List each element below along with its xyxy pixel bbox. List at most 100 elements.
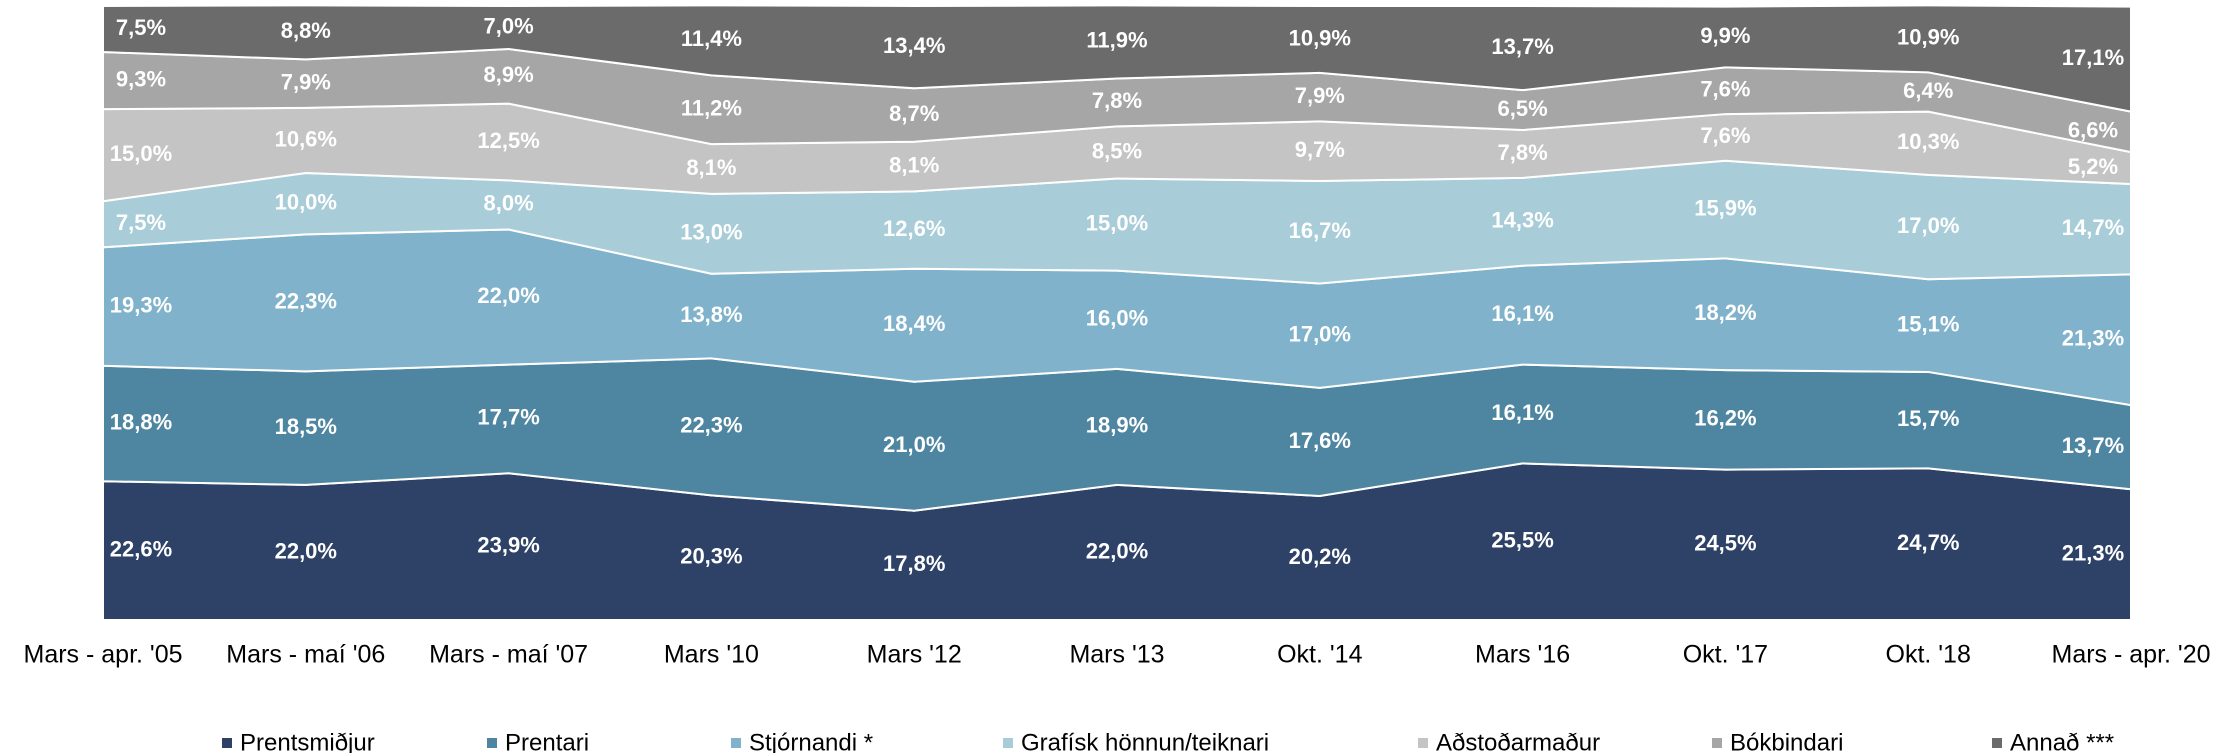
data-label: 8,5% [1092,138,1142,163]
data-label: 10,0% [275,190,337,215]
data-label: 8,7% [889,101,939,126]
data-label: 18,2% [1694,300,1756,325]
data-label: 16,1% [1491,400,1553,425]
data-label: 6,5% [1498,96,1548,121]
data-label: 8,9% [484,62,534,87]
data-label: 18,4% [883,311,945,336]
data-label: 20,3% [680,543,742,568]
data-label: 20,2% [1289,544,1351,569]
data-label: 22,0% [275,538,337,563]
data-label: 13,7% [2062,433,2124,458]
data-label: 9,9% [1700,23,1750,48]
data-label: 18,9% [1086,413,1148,438]
data-label: 18,5% [275,414,337,439]
x-tick-label: Mars - maí '06 [226,641,385,669]
x-tick-label: Okt. '17 [1683,641,1768,669]
legend-label: Stjórnandi * [749,729,873,753]
x-tick-label: Mars '13 [1069,641,1164,669]
data-label: 16,0% [1086,306,1148,331]
data-label: 14,7% [2062,215,2124,240]
data-label: 17,0% [1289,322,1351,347]
data-label: 11,2% [681,96,742,121]
x-tick-label: Mars - apr. '20 [2052,641,2211,669]
x-tick-label: Okt. '14 [1277,641,1362,669]
x-tick-label: Mars '12 [867,641,962,669]
legend-label: Aðstoðarmaður [1436,729,1600,753]
data-label: 22,0% [1086,538,1148,563]
data-label: 22,6% [110,536,172,561]
data-label: 17,8% [883,551,945,576]
data-label: 10,9% [1897,25,1959,50]
data-label: 13,7% [1491,34,1553,59]
data-label: 7,0% [484,13,534,38]
data-label: 25,5% [1491,528,1553,553]
data-label: 7,8% [1092,88,1142,113]
data-label: 17,1% [2062,45,2124,70]
data-label: 15,0% [1086,210,1148,235]
data-label: 17,7% [477,405,539,430]
data-label: 24,5% [1694,531,1756,556]
data-label: 16,2% [1694,406,1756,431]
data-label: 18,8% [110,409,172,434]
data-label: 7,6% [1700,77,1750,102]
x-tick-label: Mars '16 [1475,641,1570,669]
legend-label: Bókbindari [1730,729,1843,753]
x-tick-label: Mars - apr. '05 [24,641,183,669]
data-label: 8,8% [281,18,331,43]
data-label: 8,0% [484,191,534,216]
data-label: 16,1% [1491,301,1553,326]
data-label: 13,0% [680,220,742,245]
data-label: 10,9% [1289,25,1351,50]
data-label: 13,8% [680,302,742,327]
legend-label: Prentari [505,729,589,753]
legend-swatch [1712,738,1722,748]
legend-label: Annað *** [2010,729,2114,753]
data-label: 21,3% [2062,326,2124,351]
legend-swatch [1418,738,1428,748]
legend-label: Grafísk hönnun/teiknari [1021,729,1269,753]
data-label: 23,9% [477,532,539,557]
data-label: 21,0% [883,432,945,457]
legend-swatch [1003,738,1013,748]
data-label: 16,7% [1289,218,1351,243]
data-label: 21,3% [2062,540,2124,565]
data-label: 13,4% [883,33,945,58]
data-label: 15,1% [1897,311,1959,336]
legend-swatch [731,738,741,748]
data-label: 15,9% [1694,195,1756,220]
data-label: 22,0% [477,283,539,308]
data-label: 7,8% [1498,140,1548,165]
legend-label: Prentsmiðjur [240,729,375,753]
data-label: 8,1% [889,152,939,177]
data-label: 8,1% [686,155,736,180]
data-label: 15,7% [1897,406,1959,431]
data-label: 6,4% [1903,78,1953,103]
x-tick-label: Mars '10 [664,641,759,669]
data-label: 5,2% [2068,154,2118,179]
data-label: 6,6% [2068,118,2118,143]
data-label: 14,3% [1491,208,1553,233]
data-label: 10,3% [1897,129,1959,154]
data-label: 7,6% [1700,123,1750,148]
data-label: 15,0% [110,141,172,166]
legend-swatch [487,738,497,748]
x-tick-label: Mars - maí '07 [429,641,588,669]
data-label: 11,4% [681,26,742,51]
data-label: 9,7% [1295,137,1345,162]
x-tick-label: Okt. '18 [1886,641,1971,669]
data-label: 7,9% [281,69,331,94]
data-label: 17,0% [1897,213,1959,238]
data-label: 7,5% [116,15,166,40]
data-label: 12,6% [883,216,945,241]
data-label: 7,5% [116,210,166,235]
data-label: 9,3% [116,66,166,91]
data-label: 22,3% [275,289,337,314]
area [102,4,2132,113]
legend-swatch [1992,738,2002,748]
data-label: 24,7% [1897,530,1959,555]
legend-swatch [222,738,232,748]
data-label: 11,9% [1086,28,1147,53]
data-label: 19,3% [110,292,172,317]
data-label: 12,5% [477,128,539,153]
